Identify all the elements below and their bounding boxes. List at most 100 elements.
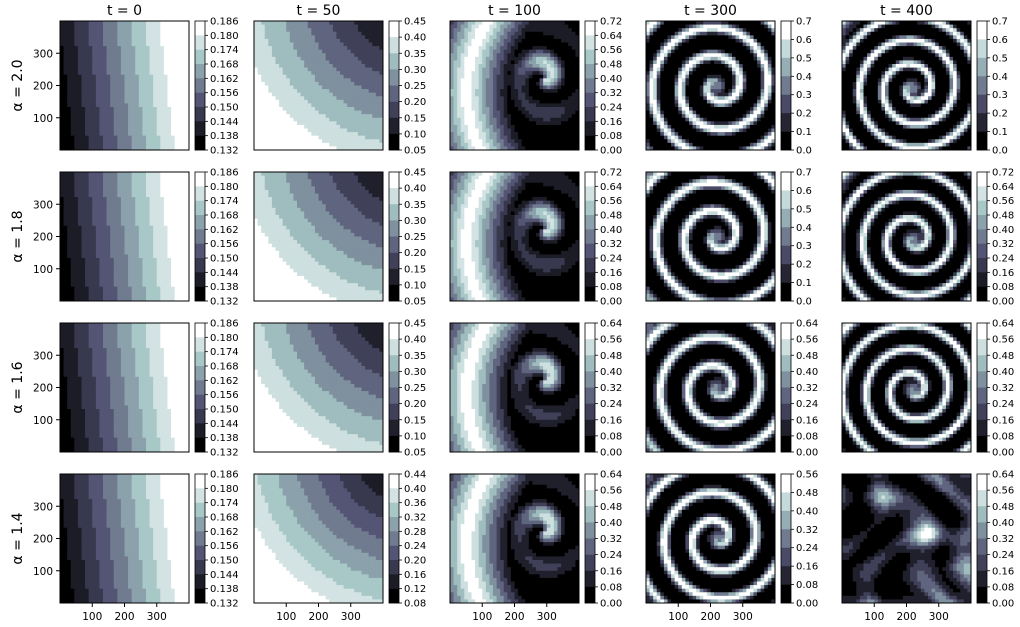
- contour-cell: [293, 107, 298, 111]
- contour-cell: [368, 49, 373, 54]
- contour-cell: [536, 117, 540, 122]
- contour-cell: [347, 99, 352, 104]
- contour-cell: [507, 74, 512, 79]
- contour-cell: [264, 92, 269, 97]
- contour-cell: [304, 46, 309, 51]
- contour-cell: [325, 46, 330, 51]
- contour-cell: [735, 46, 740, 51]
- contour-cell: [178, 132, 183, 137]
- contour-cell: [681, 124, 686, 129]
- contour-cell: [721, 67, 726, 72]
- contour-cell: [60, 121, 64, 126]
- contour-cell: [453, 53, 458, 58]
- contour-cell: [660, 46, 665, 51]
- contour-cell: [257, 146, 262, 150]
- contour-cell: [156, 78, 161, 83]
- contour-cell: [74, 96, 79, 101]
- contour-cell: [653, 64, 658, 68]
- contour-cell: [482, 96, 487, 101]
- contour-cell: [120, 114, 125, 119]
- contour-cell: [500, 85, 505, 90]
- contour-cell: [77, 49, 82, 54]
- contour-cell: [120, 71, 125, 76]
- contour-cell: [667, 35, 672, 40]
- contour-cell: [732, 53, 736, 58]
- contour-cell: [368, 53, 373, 58]
- contour-cell: [325, 81, 330, 86]
- contour-cell: [124, 38, 129, 43]
- contour-cell: [340, 85, 344, 90]
- contour-cell: [678, 89, 683, 94]
- contour-cell: [304, 139, 309, 144]
- contour-cell: [667, 31, 672, 36]
- contour-cell: [95, 114, 100, 119]
- contour-cell: [539, 89, 544, 94]
- contour-cell: [532, 124, 537, 129]
- contour-cell: [514, 78, 519, 83]
- contour-cell: [332, 24, 337, 29]
- contour-cell: [732, 74, 736, 79]
- contour-cell: [329, 31, 334, 36]
- contour-cell: [354, 42, 359, 47]
- contour-cell: [92, 124, 97, 129]
- contour-cell: [699, 139, 704, 144]
- contour-cell: [514, 124, 519, 129]
- contour-cell: [457, 103, 462, 108]
- contour-cell: [536, 103, 540, 108]
- colorbar-segment: [195, 64, 205, 79]
- contour-cell: [300, 142, 305, 147]
- contour-cell: [275, 96, 280, 101]
- contour-cell: [304, 117, 309, 122]
- contour-cell: [543, 96, 548, 101]
- contour-cell: [521, 142, 526, 147]
- contour-cell: [375, 28, 380, 33]
- contour-cell: [721, 142, 726, 147]
- contour-cell: [368, 114, 373, 119]
- contour-cell: [128, 135, 133, 140]
- contour-cell: [528, 96, 533, 101]
- contour-cell: [660, 103, 665, 108]
- contour-cell: [347, 64, 352, 68]
- contour-cell: [135, 96, 140, 101]
- contour-cell: [354, 46, 359, 51]
- contour-cell: [557, 96, 562, 101]
- contour-cell: [174, 64, 179, 68]
- contour-cell: [507, 110, 512, 115]
- contour-cell: [92, 64, 97, 68]
- contour-cell: [735, 139, 740, 144]
- colorbar-tick-label: 0.05: [404, 146, 426, 157]
- contour-cell: [667, 107, 672, 111]
- contour-cell: [375, 99, 380, 104]
- contour-cell: [739, 142, 744, 147]
- contour-cell: [149, 28, 154, 33]
- contour-cell: [575, 142, 579, 147]
- contour-cell: [450, 42, 454, 47]
- contour-cell: [257, 135, 262, 140]
- contour-cell: [649, 124, 654, 129]
- contour-cell: [678, 56, 683, 61]
- contour-cell: [375, 85, 380, 90]
- contour-cell: [678, 60, 683, 65]
- contour-cell: [539, 128, 544, 133]
- contour-cell: [703, 92, 708, 97]
- contour-cell: [467, 56, 472, 61]
- contour-cell: [518, 21, 523, 25]
- contour-cell: [185, 81, 189, 86]
- contour-cell: [368, 89, 373, 94]
- contour-cell: [254, 121, 258, 126]
- contour-cell: [60, 31, 64, 36]
- contour-cell: [739, 38, 744, 43]
- contour-cell: [70, 74, 75, 79]
- contour-cell: [178, 114, 183, 119]
- contour-cell: [322, 24, 327, 29]
- contour-cell: [546, 89, 551, 94]
- contour-cell: [307, 24, 312, 29]
- contour-cell: [329, 64, 334, 68]
- contour-cell: [521, 139, 526, 144]
- contour-cell: [518, 135, 523, 140]
- contour-cell: [724, 142, 729, 147]
- contour-cell: [99, 53, 104, 58]
- contour-cell: [557, 117, 562, 122]
- contour-cell: [514, 99, 519, 104]
- contour-cell: [546, 31, 551, 36]
